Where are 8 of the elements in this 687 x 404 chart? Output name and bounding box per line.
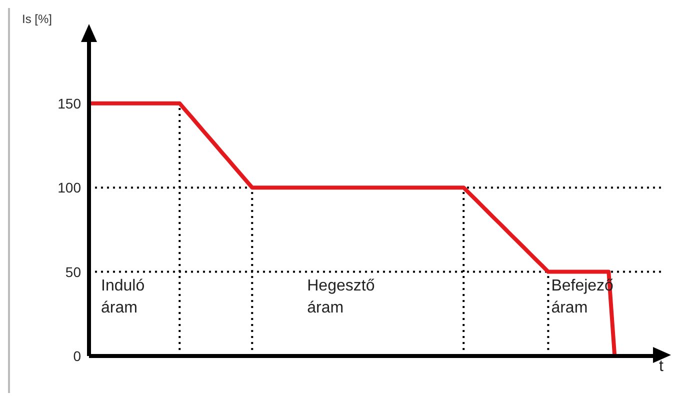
y-tick-label: 50	[65, 264, 82, 280]
x-axis-title: t	[659, 358, 664, 376]
y-tick-label: 100	[58, 180, 82, 196]
annotation: Hegesztő áram	[307, 277, 375, 316]
y-axis-title: Is [%]	[22, 12, 52, 26]
y-tick-label: 0	[73, 348, 82, 364]
y-tick-label: 150	[58, 95, 82, 112]
annotation: Induló áram	[101, 277, 145, 316]
